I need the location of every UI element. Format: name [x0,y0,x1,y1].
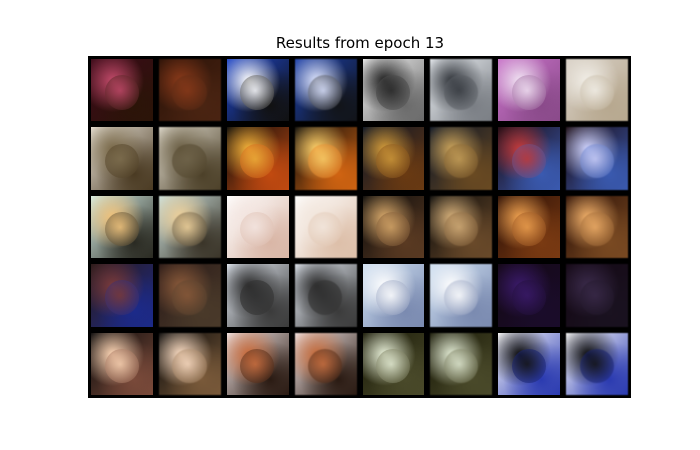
tile-subject [511,348,546,384]
tile-subject [308,143,343,178]
grid-tile [362,59,425,122]
grid-tile [91,264,153,327]
tile-subject [443,348,479,384]
grid-tile [91,127,153,190]
tile-subject [172,143,207,178]
grid-tile [294,127,357,190]
tile-subject [579,212,614,247]
grid-tile [294,332,357,395]
grid-tile [430,264,493,327]
tile-subject [104,143,139,178]
tile-subject [511,143,546,178]
grid-tile [158,59,221,122]
grid-tile [566,332,628,395]
tile-subject [579,143,614,178]
grid-tile [158,127,221,190]
grid-tile [226,195,289,259]
grid-tile [566,264,628,327]
tile-subject [579,348,614,384]
tile-subject [376,280,411,315]
tile-subject [240,280,275,315]
grid-tile [158,195,221,259]
grid-tile [362,195,425,259]
grid-tile [294,264,357,327]
tile-subject [511,280,546,315]
grid-tile [226,127,289,190]
grid-tile [158,264,221,327]
tile-subject [172,75,207,110]
grid-tile [294,59,357,122]
tile-subject [511,75,546,110]
tile-subject [240,348,275,384]
tile-subject [172,280,207,315]
tile-subject [104,348,139,384]
tile-subject [104,75,139,110]
grid-tile [430,59,493,122]
tile-subject [376,212,411,247]
grid-tile [91,59,153,122]
tile-subject [443,212,479,247]
tile-subject [579,280,614,315]
tile-subject [308,212,343,247]
grid-tile [566,127,628,190]
grid-tile [362,264,425,327]
tile-subject [443,143,479,178]
grid-tile [226,59,289,122]
grid-tile [566,59,628,122]
tile-subject [308,75,343,110]
grid-tile [498,195,561,259]
grid-tile [91,332,153,395]
grid-tile [362,332,425,395]
tile-subject [172,212,207,247]
tile-subject [240,75,275,110]
tile-subject [240,143,275,178]
grid-tile [430,127,493,190]
tile-subject [443,75,479,110]
tile-subject [308,348,343,384]
grid-tile [158,332,221,395]
grid-tile [498,127,561,190]
tile-subject [240,212,275,247]
grid-tile [91,195,153,259]
tile-subject [376,348,411,384]
image-grid [88,56,631,398]
tile-subject [308,280,343,315]
grid-tile [430,195,493,259]
tile-subject [443,280,479,315]
tile-subject [511,212,546,247]
grid-tile [498,264,561,327]
grid-tile [362,127,425,190]
tile-subject [104,212,139,247]
grid-tile [430,332,493,395]
tile-subject [579,75,614,110]
tile-subject [376,75,411,110]
grid-tile [226,264,289,327]
grid-tile [566,195,628,259]
grid-tile [498,59,561,122]
figure-title: Results from epoch 13 [275,34,445,52]
tile-subject [172,348,207,384]
grid-tile [498,332,561,395]
grid-tile [226,332,289,395]
tile-subject [376,143,411,178]
tile-subject [104,280,139,315]
grid-tile [294,195,357,259]
